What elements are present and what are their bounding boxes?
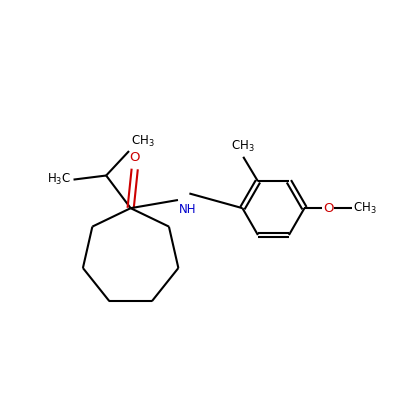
Text: O: O <box>130 151 140 164</box>
Text: O: O <box>323 202 334 215</box>
Text: CH$_3$: CH$_3$ <box>132 134 155 150</box>
Text: CH$_3$: CH$_3$ <box>354 201 377 216</box>
Text: NH: NH <box>179 203 196 216</box>
Text: CH$_3$: CH$_3$ <box>230 138 254 154</box>
Text: H$_3$C: H$_3$C <box>47 172 71 187</box>
